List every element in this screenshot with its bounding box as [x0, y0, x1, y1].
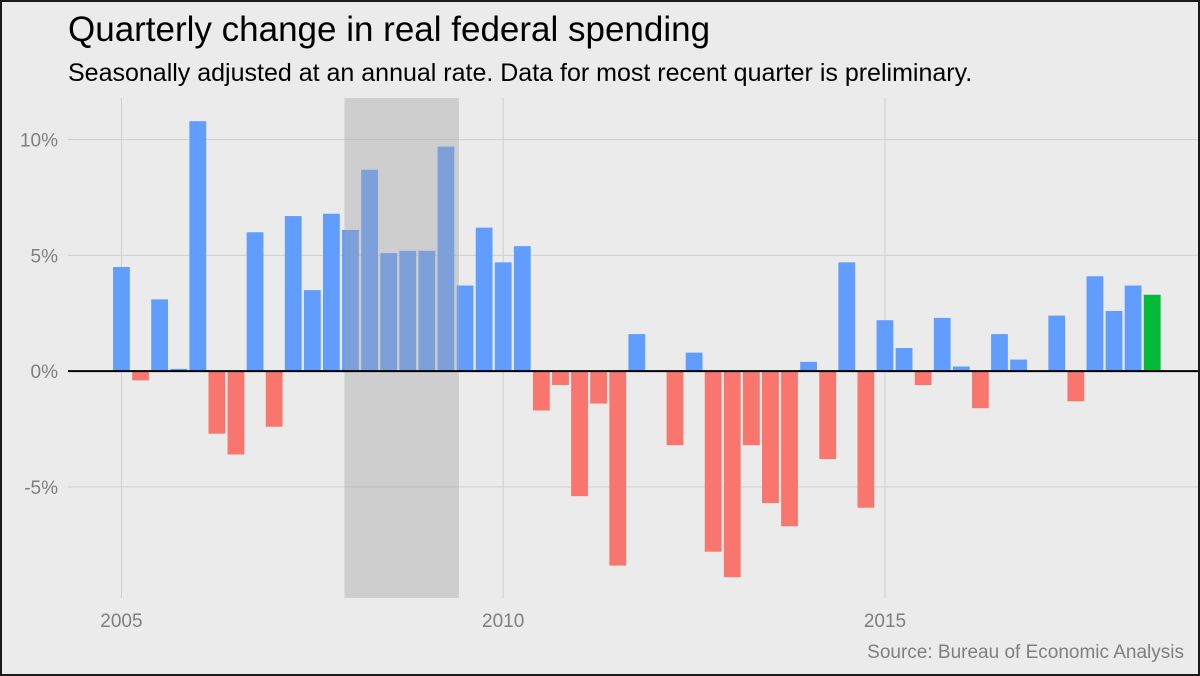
bar — [342, 229, 359, 372]
x-tick-label: 2010 — [482, 611, 524, 632]
bar — [399, 250, 417, 372]
bar — [704, 371, 722, 552]
bar — [132, 371, 149, 381]
x-tick-label: 2005 — [100, 611, 142, 632]
bar — [475, 227, 493, 372]
bar — [189, 121, 207, 372]
bar — [418, 250, 436, 372]
bar — [952, 366, 970, 372]
bar — [838, 262, 856, 372]
y-tick-label: 5% — [31, 246, 59, 267]
bar — [742, 371, 760, 446]
bar — [972, 371, 989, 409]
bar — [781, 371, 798, 527]
bar — [857, 371, 875, 508]
bar — [1124, 285, 1142, 372]
bar — [723, 371, 741, 578]
bar — [1048, 315, 1066, 372]
bar — [571, 371, 588, 497]
bar — [437, 146, 455, 372]
source-note: Source: Bureau of Economic Analysis — [867, 642, 1184, 663]
bar — [1143, 294, 1161, 372]
bar — [762, 371, 779, 504]
bar — [609, 371, 627, 566]
bar — [227, 371, 245, 455]
bar — [323, 213, 340, 372]
x-tick-label: 2015 — [864, 611, 906, 632]
bar — [933, 317, 951, 372]
bar — [303, 290, 321, 372]
bar — [170, 368, 188, 372]
bar — [1086, 276, 1104, 372]
bar — [800, 361, 818, 372]
bar — [456, 285, 474, 372]
bar — [494, 262, 512, 372]
bar — [361, 169, 378, 372]
y-tick-label: -5% — [24, 478, 58, 499]
bar — [380, 253, 398, 372]
bar — [876, 320, 894, 372]
y-tick-label: 10% — [20, 131, 58, 152]
bar — [991, 334, 1008, 372]
bar — [532, 371, 550, 411]
bar — [685, 352, 703, 372]
bar — [1010, 359, 1027, 372]
bar — [590, 371, 608, 404]
chart-subtitle: Seasonally adjusted at an annual rate. D… — [68, 59, 973, 87]
bar — [208, 371, 226, 434]
bar — [151, 299, 169, 372]
bar — [1067, 371, 1085, 402]
bar — [265, 371, 283, 427]
y-tick-label: 0% — [31, 362, 59, 383]
bar — [552, 371, 569, 386]
bar — [284, 216, 302, 372]
bar — [895, 348, 913, 372]
chart-title: Quarterly change in real federal spendin… — [68, 10, 711, 49]
bar — [819, 371, 837, 460]
recession-shading — [344, 98, 459, 598]
bar — [666, 371, 684, 446]
bar — [113, 266, 130, 372]
bar — [246, 232, 264, 372]
bar — [513, 246, 531, 372]
bar — [1105, 310, 1123, 372]
bar — [628, 334, 646, 372]
bar — [914, 371, 932, 386]
